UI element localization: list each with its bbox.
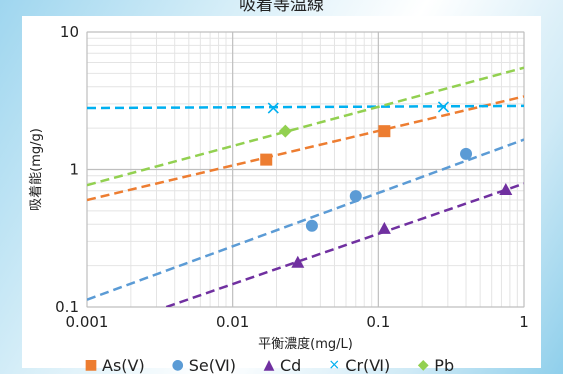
y-tick-label: 0.1 <box>55 298 79 316</box>
data-point-pb <box>278 124 292 138</box>
x-tick-label: 0.1 <box>366 313 390 331</box>
trendline-pb <box>87 66 524 187</box>
legend-item-pb: ◆ Pb <box>416 356 454 374</box>
legend-label: Cd <box>279 355 302 374</box>
data-point-cd <box>291 255 305 268</box>
data-point-cd <box>377 221 391 234</box>
legend-marker-icon: ▲ <box>263 357 275 373</box>
x-tick-label: 0.001 <box>66 313 109 331</box>
data-point-cr <box>267 102 279 114</box>
data-point-se <box>460 147 473 160</box>
legend-marker-icon: ● <box>171 357 184 373</box>
x-tick-label: 1 <box>519 313 529 331</box>
legend-marker-icon: ■ <box>84 357 98 373</box>
legend-label: Cr(Ⅵ) <box>345 355 391 374</box>
data-point-se <box>305 219 318 232</box>
x-tick-label: 0.01 <box>216 313 249 331</box>
legend-item-as: ■ As(Ⅴ) <box>84 355 145 374</box>
chart-card <box>22 16 541 368</box>
trendline-cd <box>165 182 524 307</box>
legend-item-se: ● Se(Ⅵ) <box>171 356 236 374</box>
data-point-cd <box>499 182 513 195</box>
data-point-as <box>260 153 273 166</box>
y-tick-label: 1 <box>69 161 79 179</box>
y-axis-title: 吸着能(mg/g) <box>28 128 44 211</box>
data-point-cr <box>437 101 450 113</box>
trendline-cr <box>87 104 524 110</box>
legend-item-cr: × Cr(Ⅵ) <box>327 356 390 374</box>
legend-item-cd: ▲ Cd <box>262 355 302 374</box>
data-point-as <box>378 125 391 138</box>
data-point-se <box>349 190 362 203</box>
chart-title: 吸着等温線 <box>239 0 324 15</box>
y-tick-label: 10 <box>60 23 79 41</box>
legend-marker-icon: ◆ <box>417 357 429 373</box>
trendline-se <box>87 138 524 301</box>
trendline-as <box>87 95 524 202</box>
x-axis-title: 平衡濃度(mg/L) <box>258 336 353 352</box>
legend-marker-icon: × <box>328 357 341 373</box>
legend-label: Se(Ⅵ) <box>188 355 236 374</box>
legend-label: As(Ⅴ) <box>102 355 145 374</box>
legend-label: Pb <box>434 355 455 374</box>
chart-legend: ■ As(Ⅴ) ● Se(Ⅵ) ▲ Cd × Cr(Ⅵ) ◆ Pb <box>84 355 454 374</box>
